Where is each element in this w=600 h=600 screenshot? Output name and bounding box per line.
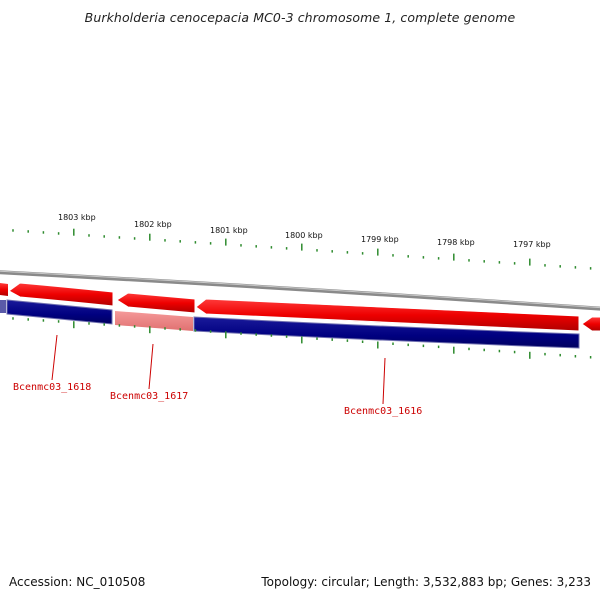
gene-label-leader: [148, 343, 154, 390]
accession-footer: Accession: NC_010508: [9, 575, 146, 589]
forward-gene-arrow[interactable]: [581, 316, 600, 332]
forward-gene-arrow[interactable]: [0, 283, 8, 296]
reverse-gene-block[interactable]: [6, 299, 113, 325]
forward-gene-arrow[interactable]: [8, 282, 114, 307]
reverse-gene-block-highlight[interactable]: [115, 311, 193, 331]
scale-tick-label: 1801 kbp: [210, 226, 248, 235]
scale-tick-label: 1797 kbp: [513, 240, 551, 249]
gene-label[interactable]: Bcenmc03_1617: [110, 391, 188, 402]
backbone-arc: [0, 270, 600, 311]
reverse-gene-block[interactable]: [0, 300, 6, 313]
forward-gene-arrow[interactable]: [116, 292, 196, 314]
scale-tick-label: 1799 kbp: [361, 235, 399, 244]
forward-strand-track: [0, 282, 600, 332]
topology-footer: Topology: circular; Length: 3,532,883 bp…: [261, 575, 591, 589]
scale-tick-label: 1802 kbp: [134, 220, 172, 229]
scale-ticks-outer: [12, 228, 592, 270]
map-title: Burkholderia cenocepacia MC0-3 chromosom…: [84, 10, 516, 25]
gene-labels: Bcenmc03_1618 Bcenmc03_1617 Bcenmc03_161…: [13, 334, 422, 417]
forward-gene-arrow[interactable]: [195, 298, 580, 332]
gene-label-leader: [51, 334, 58, 381]
scale-tick-label: 1798 kbp: [437, 238, 475, 247]
scale-tick-labels: 1803 kbp 1802 kbp 1801 kbp 1800 kbp 1799…: [58, 213, 551, 249]
gene-label[interactable]: Bcenmc03_1616: [344, 406, 422, 417]
gene-label-leader: [382, 357, 386, 405]
gene-label[interactable]: Bcenmc03_1618: [13, 382, 91, 393]
backbone-arc-highlight: [0, 270, 600, 309]
scale-tick-label: 1800 kbp: [285, 231, 323, 240]
scale-tick-label: 1803 kbp: [58, 213, 96, 222]
scale-ticks-inner: [12, 317, 592, 359]
